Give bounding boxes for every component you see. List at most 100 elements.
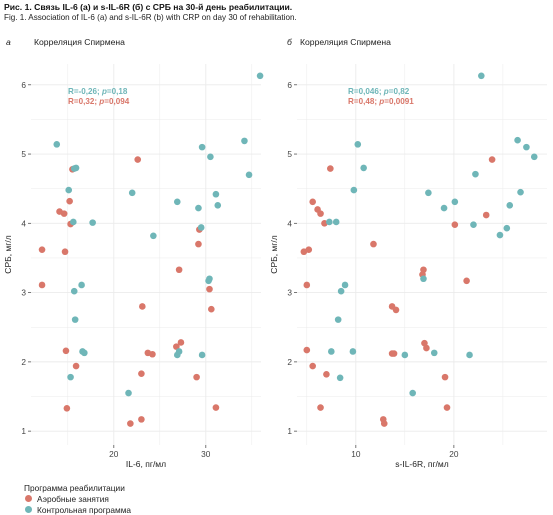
- panel-b: 1 2 3 4 5 6 10 20s-IL-6R, пг/мл СРБ, мг/л б Коррел…: [269, 37, 547, 469]
- data-point: [496, 231, 504, 239]
- y-tick-label: 5: [21, 149, 26, 159]
- data-point: [303, 281, 311, 289]
- data-point: [175, 348, 183, 355]
- panel-title: Корреляция Спирмена: [34, 37, 125, 47]
- panel-a: 1 2 3 4 5 6 20 30 IL-6, пг/мл СРБ, мг/л а Корреляци…: [3, 37, 264, 469]
- data-point: [303, 346, 311, 354]
- data-point: [326, 218, 333, 226]
- data-point: [71, 316, 79, 323]
- legend-marker-control: [25, 506, 32, 513]
- data-point: [70, 218, 77, 226]
- y-tick-label: 1: [21, 426, 26, 436]
- y-tick-label: 2: [287, 357, 292, 367]
- data-point: [63, 404, 71, 412]
- data-point: [370, 240, 377, 248]
- data-point: [334, 316, 342, 323]
- data-point: [195, 240, 202, 248]
- data-point: [420, 275, 427, 283]
- data-point: [350, 186, 358, 194]
- data-point: [38, 281, 46, 289]
- legend-label-control: Контрольная программа: [37, 504, 132, 515]
- data-point: [530, 153, 538, 161]
- data-point: [341, 281, 349, 289]
- figure-subtitle: Fig. 1. Association of IL-6 (a) and s-IL…: [4, 13, 297, 22]
- data-point: [127, 420, 134, 427]
- data-point: [195, 204, 202, 212]
- y-tick-label: 3: [21, 288, 26, 298]
- y-tick-label: 4: [21, 218, 26, 228]
- data-point: [309, 198, 316, 206]
- data-point: [128, 189, 136, 197]
- data-point: [62, 347, 70, 355]
- data-point: [305, 246, 313, 253]
- data-point: [198, 143, 206, 151]
- correlation-annotation: R=0,046; p=0,82: [348, 87, 410, 96]
- data-point: [256, 72, 264, 80]
- y-tick-label: 5: [287, 149, 292, 159]
- data-point: [150, 232, 157, 240]
- data-point: [328, 348, 335, 355]
- data-point: [506, 202, 514, 209]
- y-tick-label: 6: [287, 80, 292, 90]
- legend: Программа реабилитации Аэробные занятия …: [24, 482, 131, 515]
- data-point: [488, 156, 496, 163]
- chart-panel-b: 1 2 3 4 5 6 10 20s-IL-6R, пг/мл СРБ, мг/л б Коррел…: [269, 37, 547, 469]
- legend-title: Программа реабилитации: [24, 482, 125, 493]
- data-point: [193, 373, 200, 381]
- data-point: [503, 224, 511, 232]
- data-point: [61, 248, 69, 256]
- data-point: [423, 344, 430, 352]
- data-point: [177, 339, 185, 346]
- legend-item-control: Контрольная программа: [24, 504, 131, 515]
- data-point: [472, 170, 479, 178]
- data-point: [317, 210, 324, 217]
- data-point: [134, 156, 142, 163]
- data-point: [245, 171, 253, 179]
- data-point: [327, 165, 334, 172]
- y-tick-label: 4: [287, 218, 292, 228]
- data-point: [214, 202, 222, 209]
- data-point: [173, 343, 180, 350]
- data-point: [441, 373, 449, 381]
- x-tick-label: 30: [201, 449, 211, 459]
- data-point: [380, 420, 388, 427]
- data-point: [53, 141, 61, 148]
- data-point: [392, 306, 400, 314]
- data-point: [207, 153, 214, 161]
- y-tick-label: 1: [287, 426, 292, 436]
- y-tick-label: 3: [287, 288, 292, 298]
- data-point: [332, 218, 340, 226]
- figure-title: Рис. 1. Связь IL-6 (а) и s-IL-6R (б) с С…: [4, 2, 293, 12]
- y-tick-label: 6: [21, 80, 26, 90]
- panel-letter: а: [6, 37, 11, 47]
- x-axis-label: IL-6, пг/мл: [126, 459, 166, 469]
- y-axis-label: СРБ, мг/л: [269, 235, 279, 273]
- legend-marker-aerobic: [25, 495, 32, 502]
- data-point: [482, 211, 490, 219]
- data-point: [139, 303, 146, 310]
- legend-item-aerobic: Аэробные занятия: [24, 493, 131, 504]
- data-point: [72, 362, 80, 370]
- data-point: [309, 362, 316, 370]
- data-point: [517, 188, 524, 196]
- data-point: [430, 349, 438, 357]
- data-point: [67, 373, 74, 381]
- data-point: [66, 197, 73, 205]
- y-axis-label: СРБ, мг/л: [3, 235, 13, 273]
- data-point: [336, 374, 344, 382]
- data-point: [149, 350, 156, 358]
- data-point: [463, 277, 470, 285]
- data-point: [409, 389, 416, 397]
- data-point: [425, 189, 432, 197]
- data-point: [38, 246, 46, 253]
- chart-panel-a: 1 2 3 4 5 6 20 30 IL-6, пг/мл СРБ, мг/л а Корреляци…: [3, 37, 264, 469]
- data-point: [323, 371, 330, 378]
- panel-title: Корреляция Спирмена: [300, 37, 391, 47]
- correlation-annotation: R=-0,26; p=0,18: [68, 87, 128, 96]
- data-point: [78, 281, 85, 289]
- panel-letter: б: [287, 37, 293, 47]
- x-axis-label: s-IL-6R, пг/мл: [395, 459, 448, 469]
- data-point: [138, 370, 145, 377]
- data-point: [523, 143, 530, 151]
- data-point: [349, 348, 357, 355]
